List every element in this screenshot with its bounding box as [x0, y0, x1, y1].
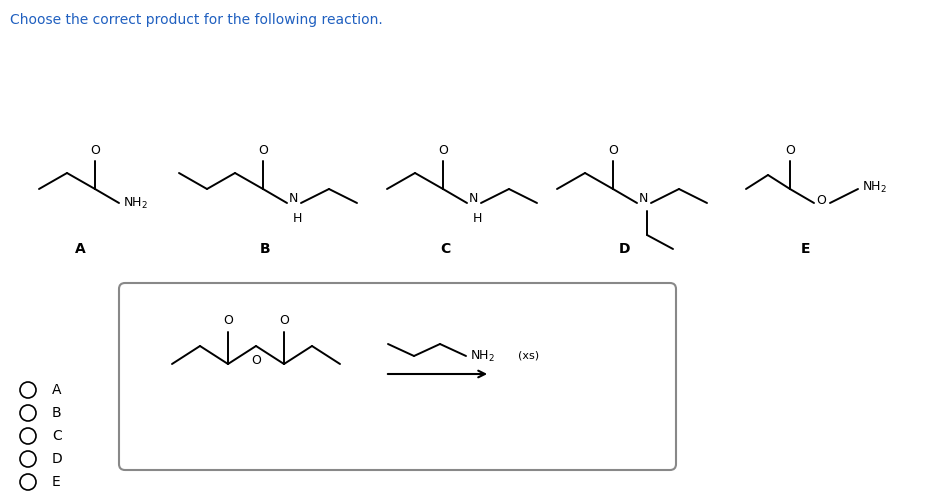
- Text: C: C: [440, 242, 450, 256]
- Text: C: C: [52, 429, 62, 443]
- Text: O: O: [258, 145, 268, 158]
- Text: O: O: [223, 314, 233, 327]
- Text: Choose the correct product for the following reaction.: Choose the correct product for the follo…: [10, 13, 383, 27]
- Text: D: D: [52, 452, 63, 466]
- Text: O: O: [279, 314, 289, 327]
- Text: B: B: [52, 406, 62, 420]
- Text: A: A: [52, 383, 61, 397]
- Text: H: H: [292, 212, 302, 225]
- Text: O: O: [785, 145, 795, 158]
- Text: N: N: [469, 193, 478, 206]
- Text: O: O: [608, 145, 618, 158]
- Text: O: O: [438, 145, 448, 158]
- Text: NH$_2$: NH$_2$: [123, 196, 148, 210]
- Text: O: O: [816, 195, 826, 207]
- Text: NH$_2$: NH$_2$: [470, 348, 495, 364]
- Text: E: E: [800, 242, 809, 256]
- Text: E: E: [52, 475, 61, 489]
- Text: O: O: [90, 145, 100, 158]
- Text: N: N: [289, 193, 299, 206]
- Text: (xs): (xs): [518, 351, 539, 361]
- Text: D: D: [619, 242, 631, 256]
- FancyBboxPatch shape: [119, 283, 676, 470]
- Text: N: N: [639, 193, 648, 206]
- Text: B: B: [260, 242, 270, 256]
- Text: O: O: [251, 354, 261, 367]
- Text: NH$_2$: NH$_2$: [862, 179, 887, 195]
- Text: H: H: [473, 212, 482, 225]
- Text: A: A: [75, 242, 85, 256]
